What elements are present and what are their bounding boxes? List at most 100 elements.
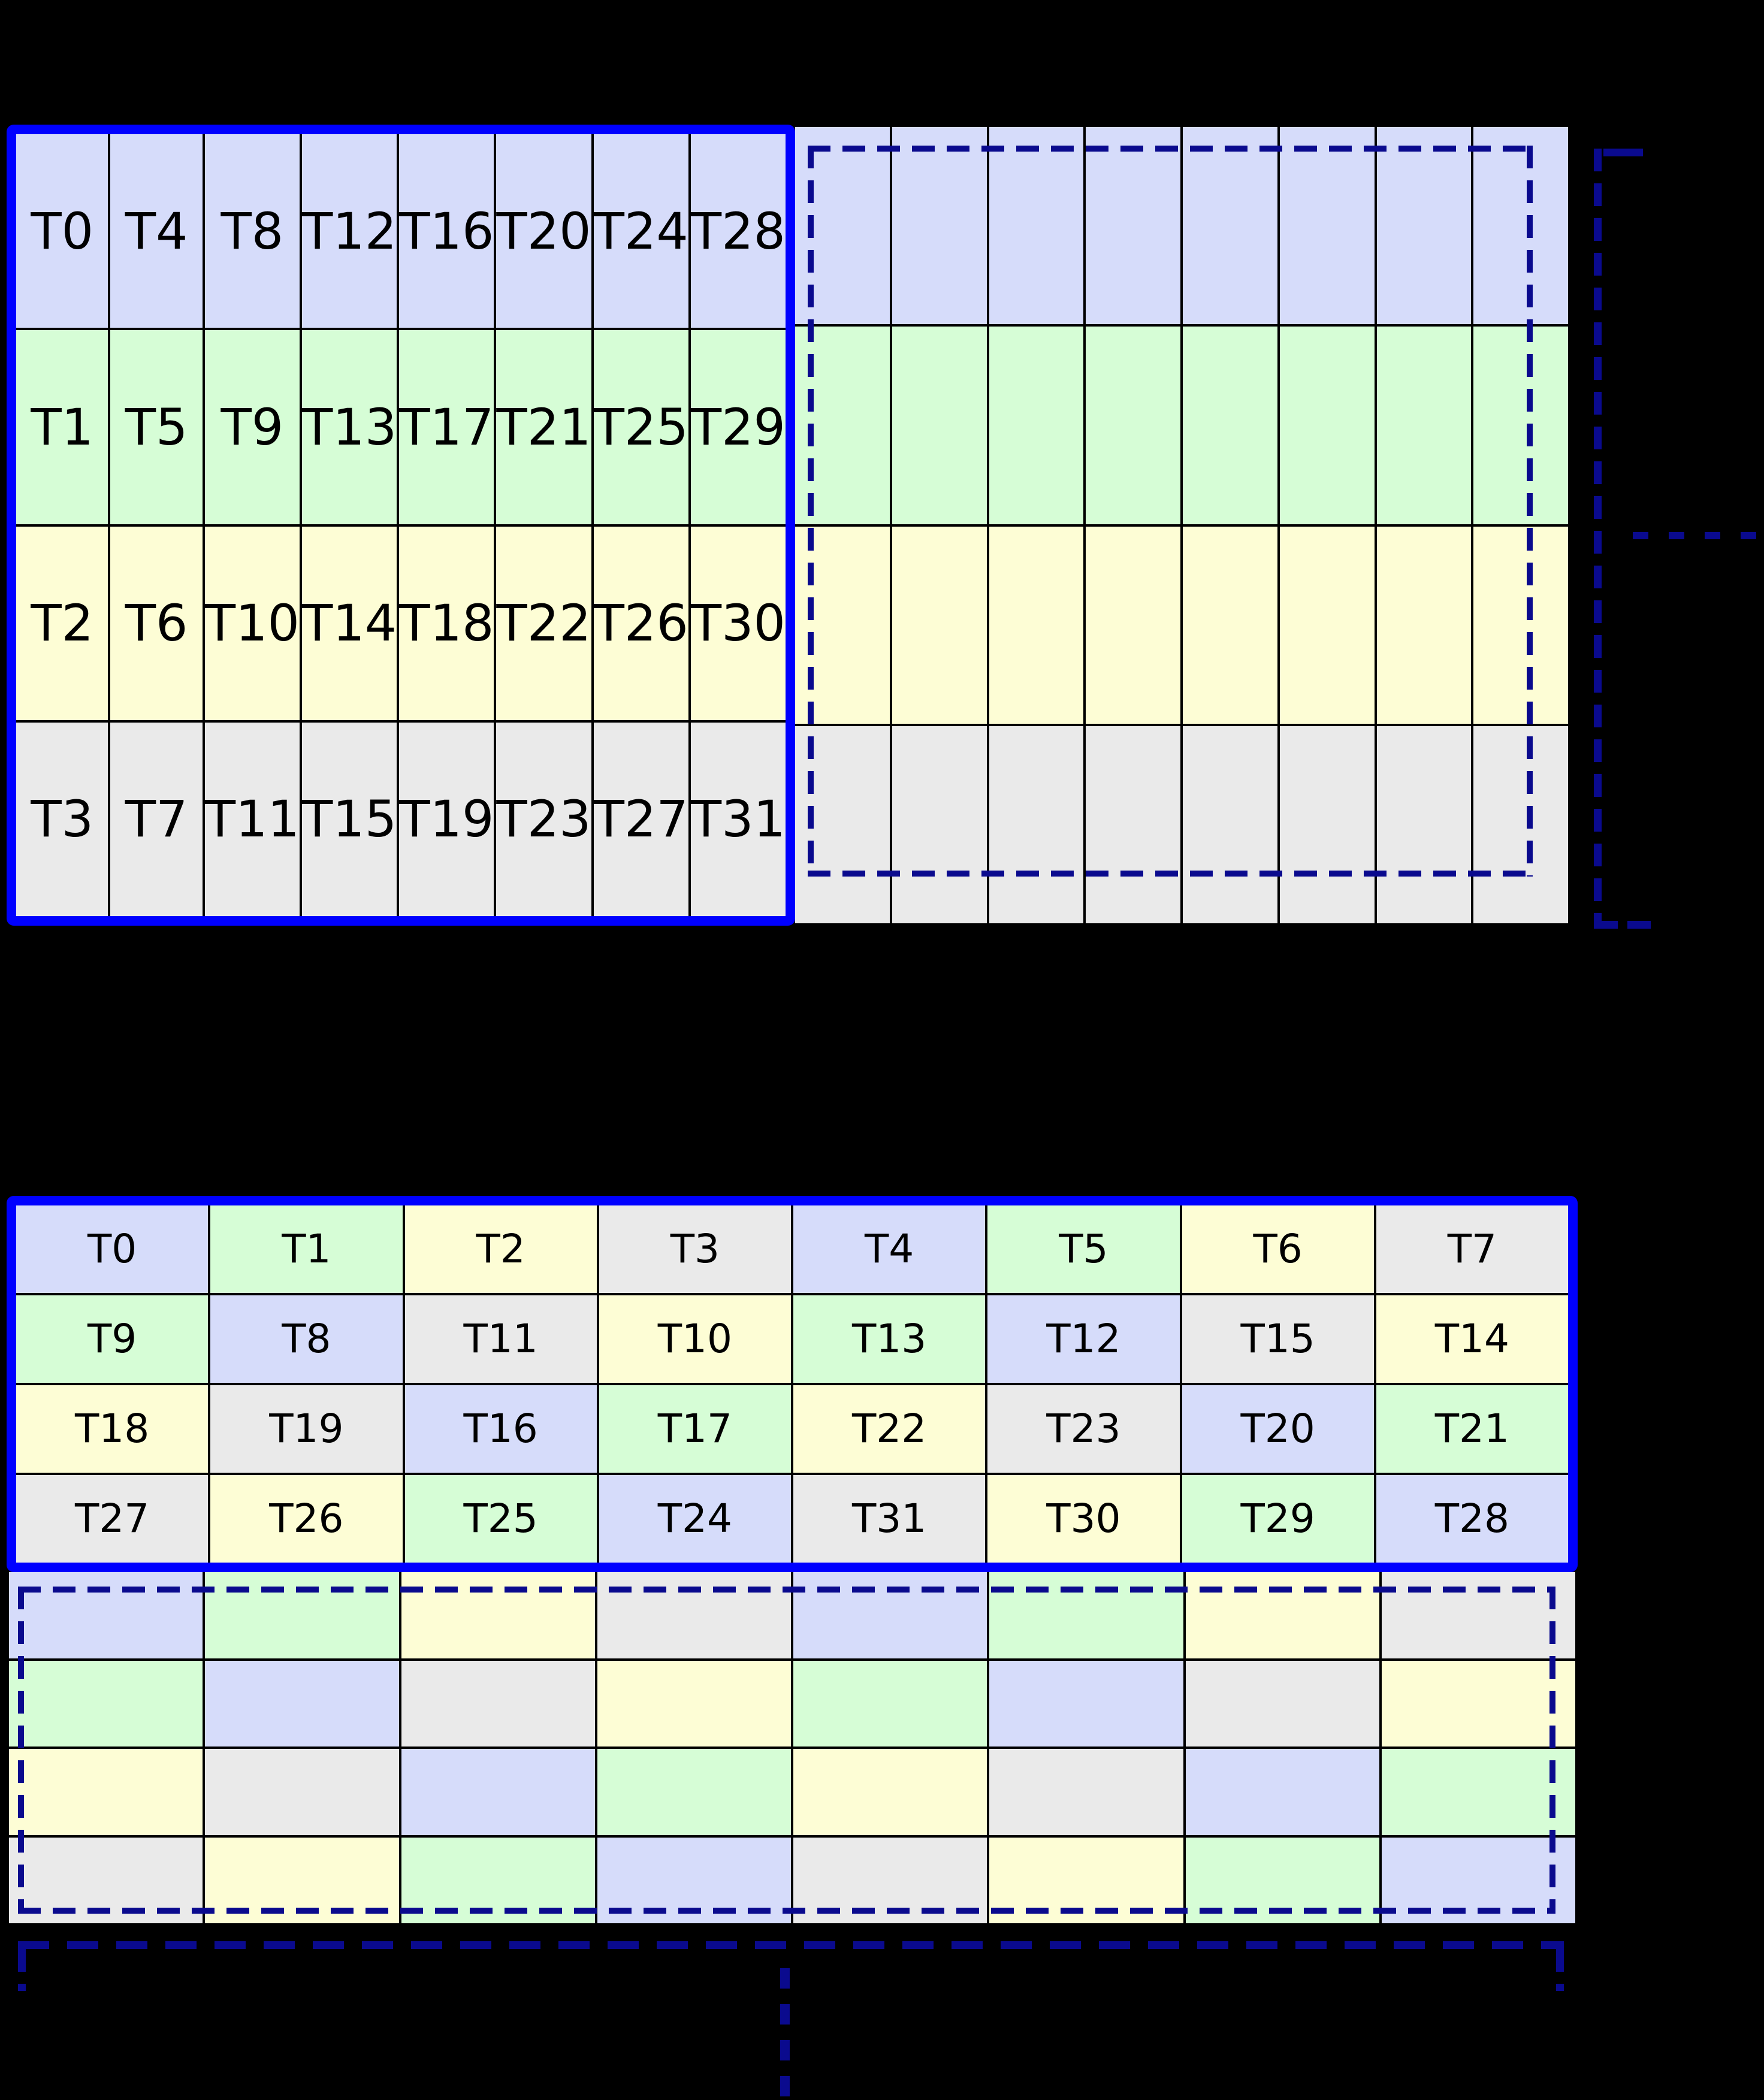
empty-cell (892, 726, 987, 923)
thread-cell: T19 (210, 1385, 403, 1473)
empty-cell (989, 1660, 1183, 1747)
thread-cell: T16 (404, 1385, 597, 1473)
empty-cell (1183, 526, 1277, 724)
empty-cell (793, 1749, 987, 1835)
thread-cell: T13 (301, 330, 397, 524)
thread-cell: T12 (987, 1295, 1180, 1383)
thread-cell: T18 (16, 1385, 209, 1473)
thread-cell: T15 (1182, 1295, 1374, 1383)
thread-cell: T27 (593, 722, 688, 916)
empty-cell (9, 1660, 203, 1747)
empty-cell (989, 726, 1084, 923)
thread-cell: T14 (1376, 1295, 1568, 1383)
right-dashed-bracket-icon (1594, 149, 1602, 929)
thread-cell: T25 (593, 330, 688, 524)
empty-cell (9, 1572, 203, 1658)
thread-cell: T7 (1376, 1205, 1568, 1293)
thread-cell: T21 (1376, 1385, 1568, 1473)
empty-cell (795, 127, 890, 325)
thread-cell: T17 (599, 1385, 791, 1473)
vertical-continuation-dashes-icon (780, 1968, 790, 2099)
empty-cell (1279, 526, 1375, 724)
empty-cell (597, 1660, 791, 1747)
thread-cell: T19 (399, 722, 494, 916)
empty-cell (597, 1572, 791, 1658)
thread-cell: T24 (599, 1475, 791, 1563)
empty-cell (1473, 526, 1568, 724)
thread-cell: T18 (399, 526, 494, 720)
bottom-dashed-bracket-icon (1556, 1949, 1564, 1991)
empty-cell (1473, 127, 1568, 325)
empty-cell (793, 1660, 987, 1747)
empty-cell (1183, 726, 1277, 923)
empty-cell (1376, 127, 1472, 325)
empty-cell (892, 127, 987, 325)
empty-cell (9, 1749, 203, 1835)
empty-cell (1086, 127, 1180, 325)
thread-cell: T20 (496, 134, 591, 328)
thread-cell: T24 (593, 134, 688, 328)
thread-cell: T4 (793, 1205, 986, 1293)
empty-cell (597, 1837, 791, 1923)
thread-cell: T26 (593, 526, 688, 720)
empty-cell (1185, 1749, 1379, 1835)
right-dashed-bracket-icon (1594, 921, 1651, 929)
empty-cell (989, 1572, 1183, 1658)
thread-cell: T31 (690, 722, 786, 916)
thread-cell: T20 (1182, 1385, 1374, 1473)
empty-cell (1185, 1837, 1379, 1923)
thread-cell: T3 (599, 1205, 791, 1293)
thread-cell: T5 (110, 330, 203, 524)
thread-cell: T31 (793, 1475, 986, 1563)
empty-cell (205, 1749, 399, 1835)
thread-cell: T8 (210, 1295, 403, 1383)
thread-cell: T23 (496, 722, 591, 916)
thread-cell: T7 (110, 722, 203, 916)
empty-cell (892, 327, 987, 524)
thread-cell: T14 (301, 526, 397, 720)
empty-cell (1086, 327, 1180, 524)
thread-cell: T1 (210, 1205, 403, 1293)
thread-cell: T16 (399, 134, 494, 328)
empty-cell (989, 1837, 1183, 1923)
empty-cell (9, 1837, 203, 1923)
empty-cell (892, 526, 987, 724)
empty-cell (989, 127, 1084, 325)
empty-cell (1376, 526, 1472, 724)
thread-cell: T0 (16, 1205, 209, 1293)
empty-cell (1473, 327, 1568, 524)
thread-cell: T0 (16, 134, 108, 328)
empty-cell (1185, 1660, 1379, 1747)
thread-cell: T21 (496, 330, 591, 524)
empty-cell (1086, 726, 1180, 923)
empty-cell (401, 1660, 595, 1747)
thread-cell: T29 (690, 330, 786, 524)
empty-cell (795, 726, 890, 923)
thread-cell: T5 (987, 1205, 1180, 1293)
empty-cell (1183, 327, 1277, 524)
empty-cell (597, 1749, 791, 1835)
empty-cell (401, 1749, 595, 1835)
empty-cell (1185, 1572, 1379, 1658)
empty-cell (1279, 327, 1375, 524)
empty-cell (989, 526, 1084, 724)
thread-cell: T13 (793, 1295, 986, 1383)
thread-cell: T15 (301, 722, 397, 916)
empty-cell (989, 327, 1084, 524)
thread-cell: T28 (1376, 1475, 1568, 1563)
empty-cell (793, 1837, 987, 1923)
thread-cell: T23 (987, 1385, 1180, 1473)
right-dashed-bracket-icon (1603, 149, 1643, 156)
horizontal-continuation-dashes-icon (1633, 532, 1764, 539)
thread-cell: T2 (404, 1205, 597, 1293)
thread-cell: T22 (793, 1385, 986, 1473)
empty-cell (1381, 1749, 1575, 1835)
empty-cell (795, 526, 890, 724)
empty-cell (1183, 127, 1277, 325)
thread-cell: T27 (16, 1475, 209, 1563)
empty-cell (205, 1572, 399, 1658)
empty-cell (401, 1837, 595, 1923)
empty-cell (1381, 1660, 1575, 1747)
empty-cell (1473, 726, 1568, 923)
thread-cell: T6 (110, 526, 203, 720)
